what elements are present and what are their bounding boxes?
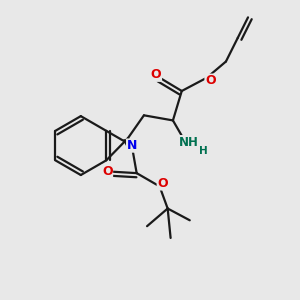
Text: O: O	[157, 177, 168, 190]
Text: H: H	[199, 146, 208, 156]
Text: O: O	[102, 165, 112, 178]
Text: NH: NH	[179, 136, 199, 148]
Text: O: O	[205, 74, 216, 87]
Text: O: O	[151, 68, 161, 81]
Text: N: N	[127, 139, 137, 152]
